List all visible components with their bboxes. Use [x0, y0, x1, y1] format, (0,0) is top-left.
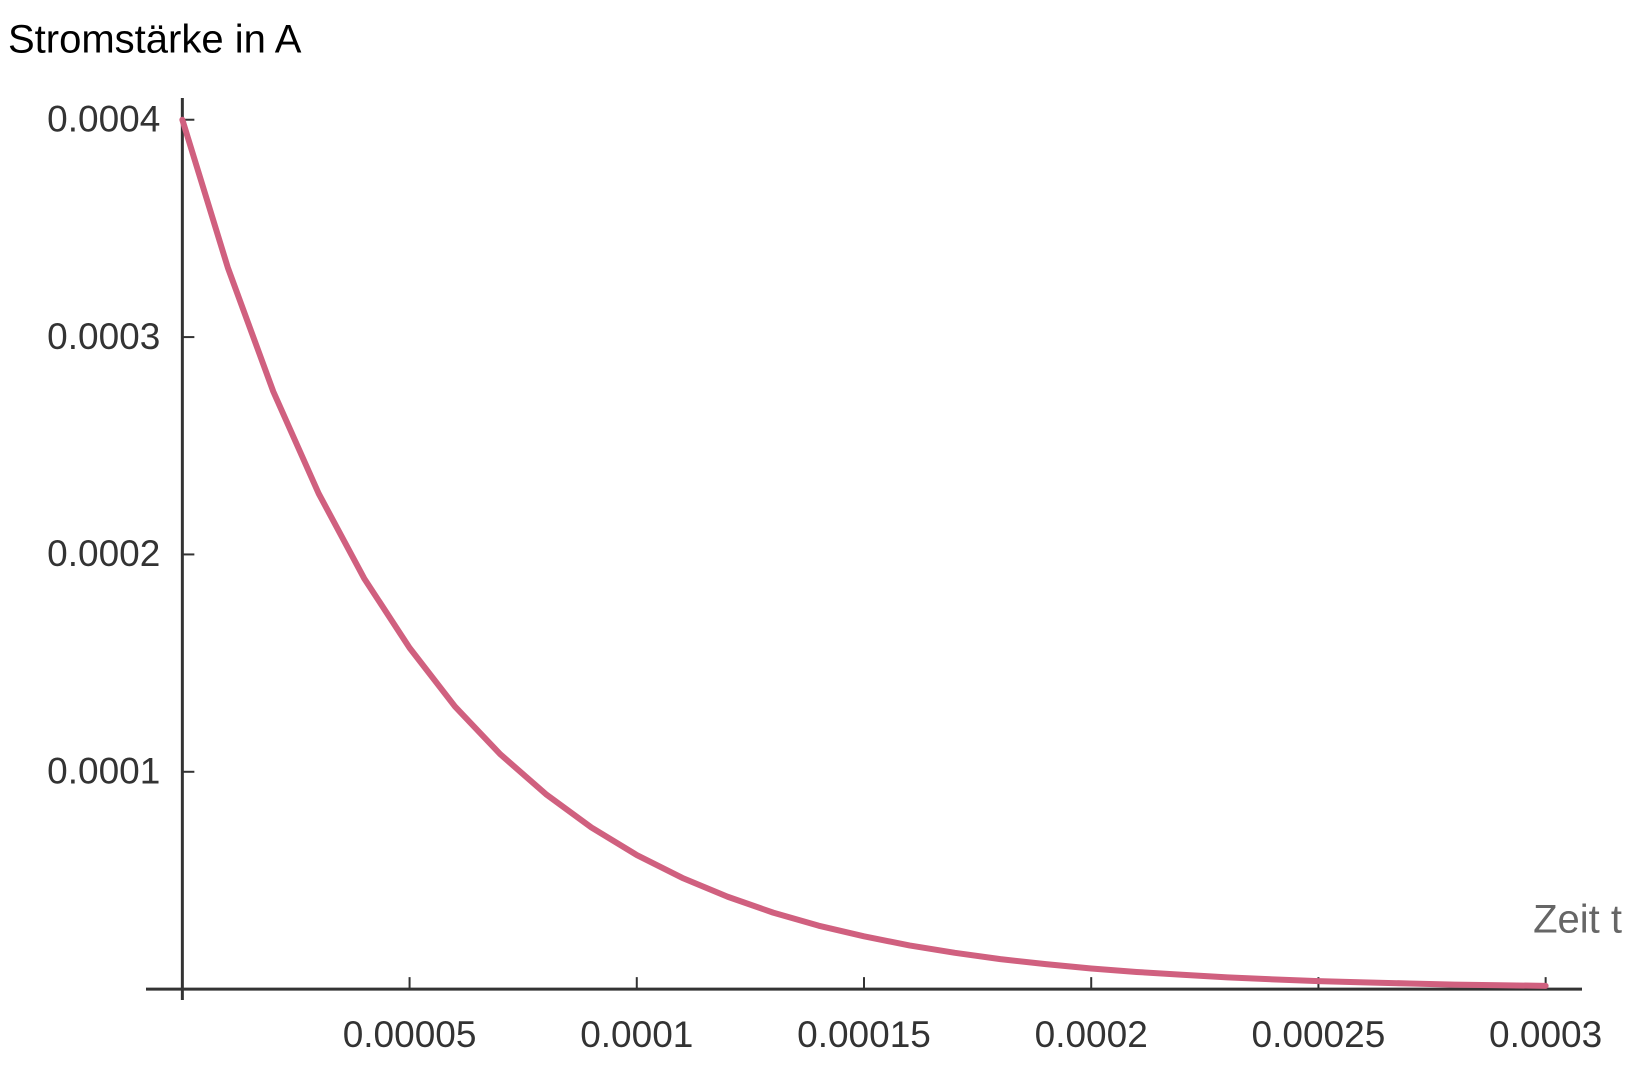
- chart-title: Stromstärke in A: [8, 18, 302, 62]
- y-tick-label: 0.0002: [47, 533, 160, 574]
- x-tick-label: 0.0002: [1035, 1014, 1148, 1055]
- x-tick-label: 0.00005: [343, 1014, 477, 1055]
- y-tick-label: 0.0001: [47, 751, 160, 792]
- y-tick-label: 0.0003: [47, 316, 160, 357]
- x-tick-label: 0.0003: [1489, 1014, 1602, 1055]
- data-line: [179, 116, 1549, 989]
- x-tick-label: 0.0001: [580, 1014, 693, 1055]
- x-tick-label: 0.00015: [797, 1014, 931, 1055]
- y-tick-label: 0.0004: [47, 99, 160, 140]
- x-axis-label: Zeit t: [1533, 898, 1622, 942]
- x-tick-label: 0.00025: [1252, 1014, 1386, 1055]
